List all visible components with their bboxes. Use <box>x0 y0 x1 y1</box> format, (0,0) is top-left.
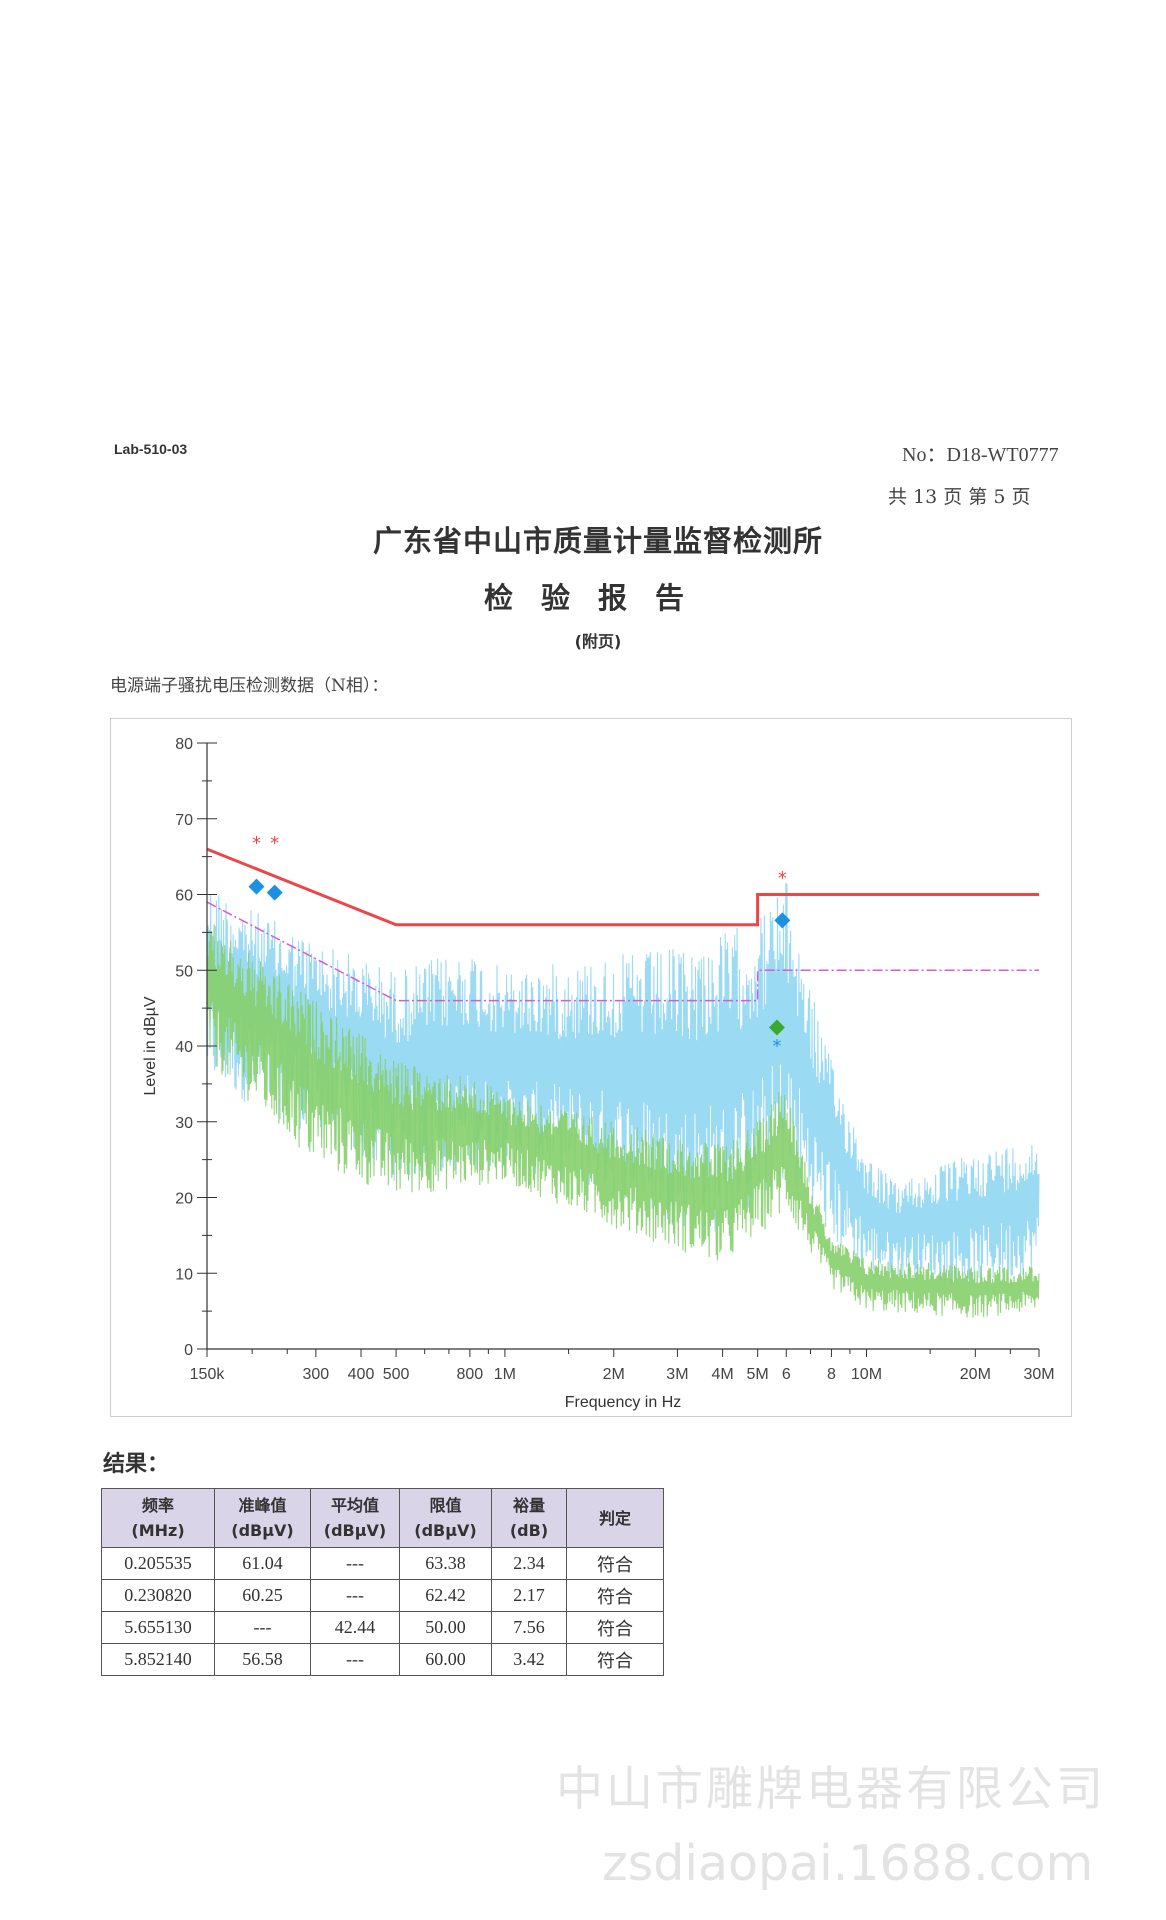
cell-average: 42.44 <box>310 1611 400 1644</box>
header-frequency: 频率 (MHz) <box>101 1488 215 1548</box>
results-header-row: 频率 (MHz) 准峰值 (dBµV) 平均值 (dBµV) 限值 (dBµV) 裕量 (… <box>101 1488 664 1548</box>
x-tick-label: 6 <box>782 1366 791 1383</box>
cell-frequency: 5.852140 <box>101 1643 215 1676</box>
x-tick-label: 1M <box>494 1366 516 1383</box>
cell-verdict: 符合 <box>566 1579 664 1612</box>
table-row: 5.655130 --- 42.44 50.00 7.56 符合 <box>101 1611 664 1644</box>
header-average: 平均值 (dBµV) <box>310 1488 400 1548</box>
form-code: Lab-510-03 <box>114 441 188 457</box>
cell-verdict: 符合 <box>566 1547 664 1580</box>
cell-average: --- <box>310 1547 400 1580</box>
header-limit: 限值 (dBµV) <box>399 1488 492 1548</box>
cell-margin: 7.56 <box>491 1611 567 1644</box>
header-verdict-line1: 判定 <box>598 1508 631 1528</box>
x-tick-label: 10M <box>851 1366 882 1383</box>
x-tick-label: 2M <box>603 1366 625 1383</box>
x-tick-label: 4M <box>711 1366 733 1383</box>
watermark-url: zsdiaopai.1688.com <box>602 1835 1094 1892</box>
cell-limit: 62.42 <box>399 1579 492 1612</box>
x-tick-label: 300 <box>302 1366 329 1383</box>
cell-limit: 63.38 <box>399 1547 492 1580</box>
cell-frequency: 0.230820 <box>101 1579 215 1612</box>
emission-chart: * * * * 0 10 20 30 40 50 60 70 80 150k 300 400 500 800 1M 2… <box>110 718 1072 1417</box>
cell-limit: 60.00 <box>399 1643 492 1676</box>
y-tick-label: 70 <box>175 812 193 829</box>
marker-diamond <box>768 1019 785 1036</box>
x-tick-label: 150k <box>190 1366 226 1383</box>
y-tick-label: 80 <box>175 736 193 753</box>
y-tick-label: 0 <box>184 1342 193 1359</box>
report-title: 检验报告 <box>483 581 712 615</box>
organization-title: 广东省中山市质量计量监督检测所 <box>372 524 823 558</box>
x-tick-label: 800 <box>457 1366 484 1383</box>
header-quasi-peak: 准峰值 (dBµV) <box>214 1488 311 1548</box>
watermark-company: 中山市雕牌电器有限公司 <box>556 1762 1106 1817</box>
cell-verdict: 符合 <box>566 1643 664 1676</box>
header-limit-line2: (dBµV) <box>414 1521 477 1540</box>
header-quasi-peak-line2: (dBµV) <box>231 1521 294 1540</box>
header-verdict: 判定 <box>566 1488 664 1548</box>
marker-star: * <box>772 1036 781 1057</box>
appendix-label: (附页) <box>574 632 622 651</box>
cell-margin: 2.17 <box>491 1579 567 1612</box>
table-row: 5.852140 56.58 --- 60.00 3.42 符合 <box>101 1643 664 1676</box>
table-row: 0.230820 60.25 --- 62.42 2.17 符合 <box>101 1579 664 1612</box>
marker-diamond <box>248 878 265 895</box>
cell-average: --- <box>310 1643 400 1676</box>
y-tick-label: 10 <box>175 1266 193 1283</box>
table-row: 0.205535 61.04 --- 63.38 2.34 符合 <box>101 1547 664 1580</box>
header-frequency-line2: (MHz) <box>131 1521 185 1540</box>
header-quasi-peak-line1: 准峰值 <box>238 1496 287 1515</box>
header-margin-line2: (dB) <box>509 1521 549 1540</box>
x-tick-label: 30M <box>1023 1366 1054 1383</box>
header-limit-line1: 限值 <box>429 1496 462 1515</box>
x-tick-label: 20M <box>960 1366 991 1383</box>
report-number: No：D18-WT0777 <box>902 444 1059 466</box>
chart-svg: * * * * 0 10 20 30 40 50 60 70 80 150k 300 400 500 800 1M 2… <box>142 736 1055 1411</box>
cell-margin: 2.34 <box>491 1547 567 1580</box>
marker-star: * <box>252 833 261 854</box>
section-title: 电源端子骚扰电压检测数据（N相）： <box>110 676 389 696</box>
header-frequency-line1: 频率 <box>141 1496 174 1515</box>
cell-quasi-peak: 61.04 <box>214 1547 311 1580</box>
marker-star: * <box>270 833 279 854</box>
cell-quasi-peak: 56.58 <box>214 1643 311 1676</box>
x-tick-label: 8 <box>827 1366 836 1383</box>
marker-diamond <box>266 884 283 901</box>
marker-diamond <box>774 912 791 929</box>
header-margin: 裕量 (dB) <box>491 1488 567 1548</box>
cell-quasi-peak: 60.25 <box>214 1579 311 1612</box>
cell-verdict: 符合 <box>566 1611 664 1644</box>
y-tick-label: 50 <box>175 963 193 980</box>
average-trace <box>206 924 1040 1318</box>
marker-star: * <box>778 868 787 889</box>
average-limit-line <box>206 901 1039 1002</box>
page-count: 共 13 页 第 5 页 <box>888 486 1031 508</box>
quasi-peak-limit-line <box>206 847 1039 927</box>
cell-average: --- <box>310 1579 400 1612</box>
results-table: 频率 (MHz) 准峰值 (dBµV) 平均值 (dBµV) 限值 (dBµV) 裕量 (… <box>101 1488 664 1676</box>
y-axis-label: Level in dBµV <box>142 996 159 1095</box>
cell-margin: 3.42 <box>491 1643 567 1676</box>
x-tick-label: 500 <box>383 1366 410 1383</box>
cell-quasi-peak: --- <box>214 1611 311 1644</box>
y-tick-label: 20 <box>175 1191 193 1208</box>
cell-frequency: 5.655130 <box>101 1611 215 1644</box>
y-tick-label: 40 <box>175 1039 193 1056</box>
x-tick-label: 3M <box>666 1366 688 1383</box>
x-axis-label: Frequency in Hz <box>565 1394 682 1411</box>
cell-frequency: 0.205535 <box>101 1547 215 1580</box>
x-tick-label: 400 <box>348 1366 375 1383</box>
x-tick-label: 5M <box>747 1366 769 1383</box>
results-label: 结果： <box>103 1452 170 1477</box>
header-average-line2: (dBµV) <box>323 1521 387 1540</box>
cell-limit: 50.00 <box>399 1611 492 1644</box>
header-margin-line1: 裕量 <box>512 1496 545 1515</box>
header-average-line1: 平均值 <box>330 1496 379 1515</box>
y-tick-label: 30 <box>175 1115 193 1132</box>
y-tick-label: 60 <box>175 888 193 905</box>
